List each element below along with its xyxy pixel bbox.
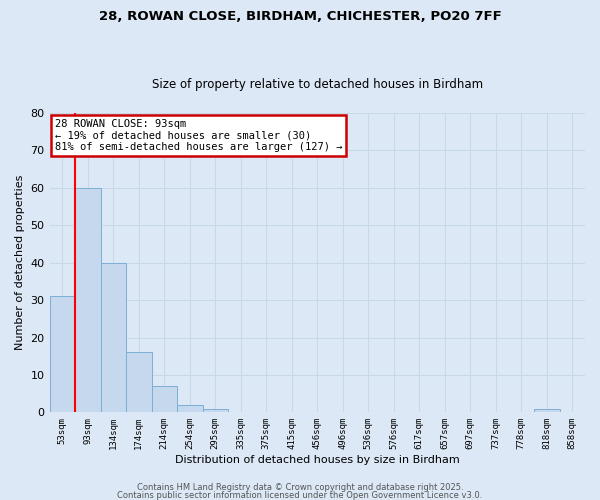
Bar bbox=[534, 408, 560, 412]
Bar bbox=[152, 386, 177, 412]
Bar bbox=[126, 352, 152, 412]
Y-axis label: Number of detached properties: Number of detached properties bbox=[15, 175, 25, 350]
Bar bbox=[50, 296, 75, 412]
Text: 28, ROWAN CLOSE, BIRDHAM, CHICHESTER, PO20 7FF: 28, ROWAN CLOSE, BIRDHAM, CHICHESTER, PO… bbox=[98, 10, 502, 23]
Bar bbox=[75, 188, 101, 412]
Bar bbox=[177, 405, 203, 412]
Title: Size of property relative to detached houses in Birdham: Size of property relative to detached ho… bbox=[152, 78, 483, 91]
Text: Contains HM Land Registry data © Crown copyright and database right 2025.: Contains HM Land Registry data © Crown c… bbox=[137, 484, 463, 492]
Text: 28 ROWAN CLOSE: 93sqm
← 19% of detached houses are smaller (30)
81% of semi-deta: 28 ROWAN CLOSE: 93sqm ← 19% of detached … bbox=[55, 119, 343, 152]
Bar bbox=[203, 408, 228, 412]
X-axis label: Distribution of detached houses by size in Birdham: Distribution of detached houses by size … bbox=[175, 455, 460, 465]
Text: Contains public sector information licensed under the Open Government Licence v3: Contains public sector information licen… bbox=[118, 490, 482, 500]
Bar bbox=[101, 262, 126, 412]
